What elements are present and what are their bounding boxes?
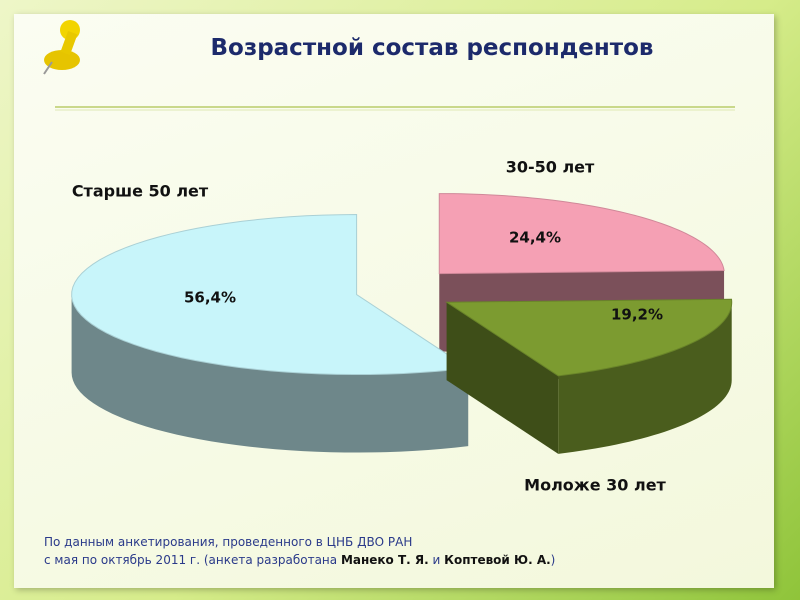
data-label: 19,2% <box>611 306 663 324</box>
slice-top <box>445 298 733 377</box>
data-label: 24,4% <box>509 229 561 247</box>
category-label: 30-50 лет <box>506 158 595 177</box>
data-label: 56,4% <box>184 289 236 307</box>
slice <box>445 298 733 454</box>
slice-top <box>438 193 725 275</box>
source-note: с мая по октябрь 2011 г. (анкета разрабо… <box>44 553 555 567</box>
chart-title: Возрастной состав респондентов <box>211 35 654 61</box>
slice-cut-face <box>446 302 559 454</box>
slice-side <box>71 294 469 453</box>
category-label: Моложе 30 лет <box>524 476 666 495</box>
slice-side <box>558 302 732 454</box>
slice <box>71 214 470 453</box>
source-note: По данным анкетирования, проведенного в … <box>44 535 412 549</box>
category-label: Старше 50 лет <box>72 182 209 201</box>
slice-top <box>71 214 470 376</box>
pushpin <box>43 20 80 75</box>
